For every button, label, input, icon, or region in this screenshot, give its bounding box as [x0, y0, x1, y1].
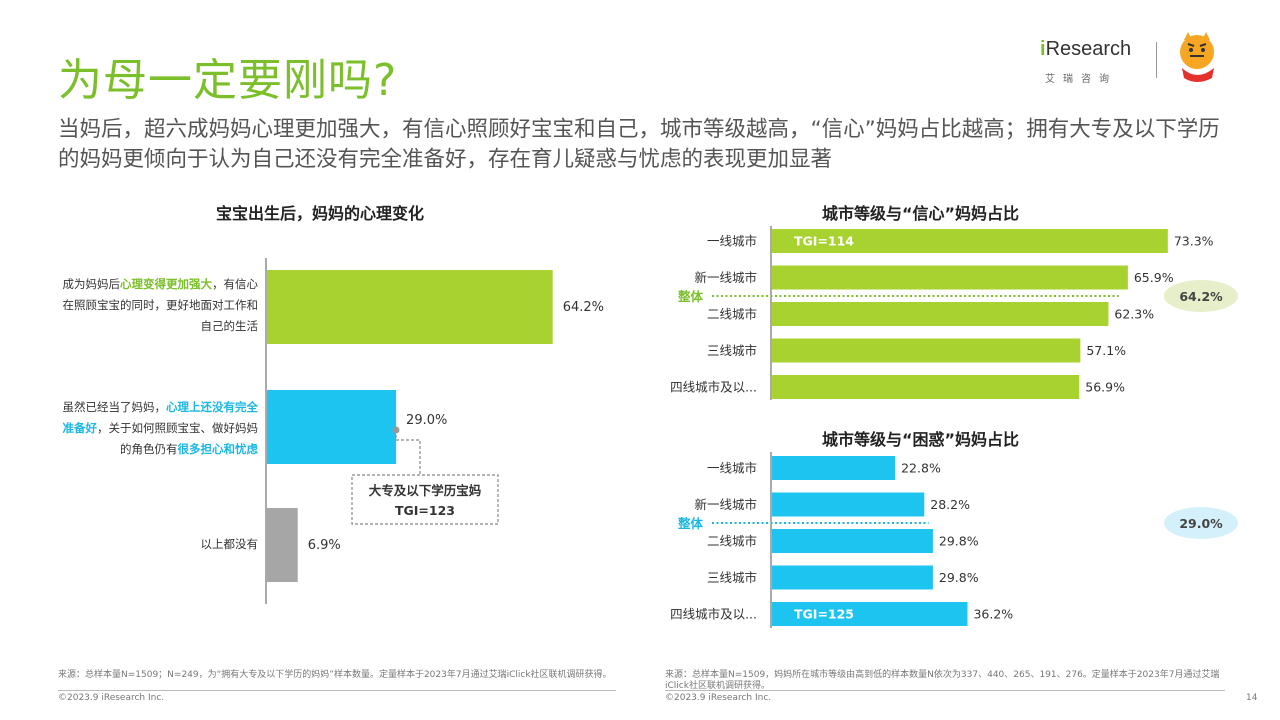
left-footer-rule [58, 690, 616, 691]
right-top-bar-4 [772, 338, 1081, 363]
right-top-bar-3 [772, 302, 1109, 326]
right-bottom-bar-1 [772, 456, 896, 480]
right-bottom-category-5: 四线城市及以... [670, 607, 757, 622]
logo-divider [1156, 42, 1157, 78]
right-top-value-5: 56.9% [1085, 380, 1125, 395]
left-bar-2 [267, 390, 397, 464]
left-bar-value-3: 6.9% [308, 538, 341, 553]
page-number: 14 [1246, 693, 1258, 703]
right-bottom-category-3: 二线城市 [707, 534, 757, 549]
left-row2-label: 虽然已经当了妈妈，心理上还没有完全准备好，关于如何照顾宝宝、做好妈妈的角色仍有很… [62, 400, 259, 456]
right-source-note: 来源：总样本量N=1509，妈妈所在城市等级由高到低的样本数量N依次为337、4… [665, 670, 1220, 691]
right-bottom-reference-bubble [1164, 507, 1238, 539]
right-top-category-2: 新一线城市 [694, 270, 757, 285]
right-top-reference-bubble [1164, 280, 1238, 312]
right-bottom-reference-label: 整体 [678, 516, 704, 531]
right-top-value-3: 62.3% [1114, 307, 1154, 322]
right-bottom-category-4: 三线城市 [707, 570, 757, 585]
right-bottom-tgi-label: TGI=125 [794, 607, 854, 622]
right-bottom-value-2: 28.2% [930, 497, 970, 512]
right-copyright: ©2023.9 iResearch Inc. [665, 693, 772, 703]
left-bar-value-1: 64.2% [563, 300, 604, 315]
right-bottom-bar-4 [772, 565, 933, 590]
callout-tgi: TGI=123 [395, 503, 455, 518]
right-top-chart-title: 城市等级与“信心”妈妈占比 [822, 204, 1020, 223]
page-title: 为母一定要刚吗? [58, 55, 398, 106]
right-top-value-4: 57.1% [1086, 343, 1126, 358]
right-top-tgi-label: TGI=114 [794, 234, 854, 249]
qiaohu-logo-icon [1180, 32, 1214, 82]
right-bottom-category-2: 新一线城市 [694, 497, 757, 512]
iresearch-logo: iResearch [1040, 38, 1132, 60]
right-top-category-3: 二线城市 [707, 307, 757, 322]
right-top-value-1: 73.3% [1174, 234, 1214, 249]
right-bottom-value-4: 29.8% [939, 570, 979, 585]
callout-connector [395, 430, 421, 474]
left-row3-label: 以上都没有 [200, 537, 259, 551]
left-bar-1 [267, 270, 553, 344]
left-chart-title: 宝宝出生后，妈妈的心理变化 [216, 204, 425, 223]
callout-title: 大专及以下学历宝妈 [369, 483, 482, 498]
left-bar-value-2: 29.0% [406, 413, 447, 428]
right-top-category-5: 四线城市及以... [670, 380, 757, 395]
callout-box [351, 474, 499, 525]
right-top-reference-value: 64.2% [1179, 289, 1223, 304]
iresearch-logo-sub: 艾瑞咨询 [1045, 74, 1117, 85]
right-top-bar-5 [772, 375, 1080, 399]
right-bottom-bar-2 [772, 492, 925, 517]
page-subtitle: 当妈后，超六成妈妈心理更加强大，有信心照顾好宝宝和自己，城市等级越高，“信心”妈… [58, 117, 1220, 172]
right-top-category-4: 三线城市 [707, 343, 757, 358]
right-bottom-chart-title: 城市等级与“困惑”妈妈占比 [822, 430, 1020, 449]
callout-dot [392, 426, 400, 434]
right-bottom-bar-5 [772, 602, 968, 626]
right-bottom-value-1: 22.8% [901, 461, 941, 476]
right-top-category-1: 一线城市 [707, 234, 757, 249]
left-row1-label: 成为妈妈后心理变得更加强大，有信心在照顾宝宝的同时，更好地面对工作和自己的生活 [62, 277, 259, 333]
right-top-bar-1 [772, 229, 1168, 253]
right-bottom-bar-3 [772, 529, 933, 553]
right-bottom-value-5: 36.2% [973, 607, 1013, 622]
right-top-bar-2 [772, 265, 1128, 290]
right-bottom-value-3: 29.8% [939, 534, 979, 549]
left-source-note: 来源：总样本量N=1509；N=249，为“拥有大专及以下学历的妈妈”样本数量。… [58, 670, 612, 680]
right-footer-rule [665, 690, 1225, 691]
left-bar-chart: 64.2% 29.0% 6.9% 大专及以下学历宝妈 TGI=123 [265, 258, 604, 604]
right-bar-charts: 一线城市 73.3% TGI=114 新一线城市 65.9% 二线城市 62.3% 三线城市 5… [670, 226, 1238, 628]
right-bottom-category-1: 一线城市 [707, 461, 757, 476]
right-top-reference-label: 整体 [678, 289, 704, 304]
right-bottom-reference-value: 29.0% [1179, 516, 1223, 531]
left-bar-3 [267, 508, 298, 582]
right-top-value-2: 65.9% [1134, 270, 1174, 285]
left-copyright: ©2023.9 iResearch Inc. [58, 693, 165, 703]
